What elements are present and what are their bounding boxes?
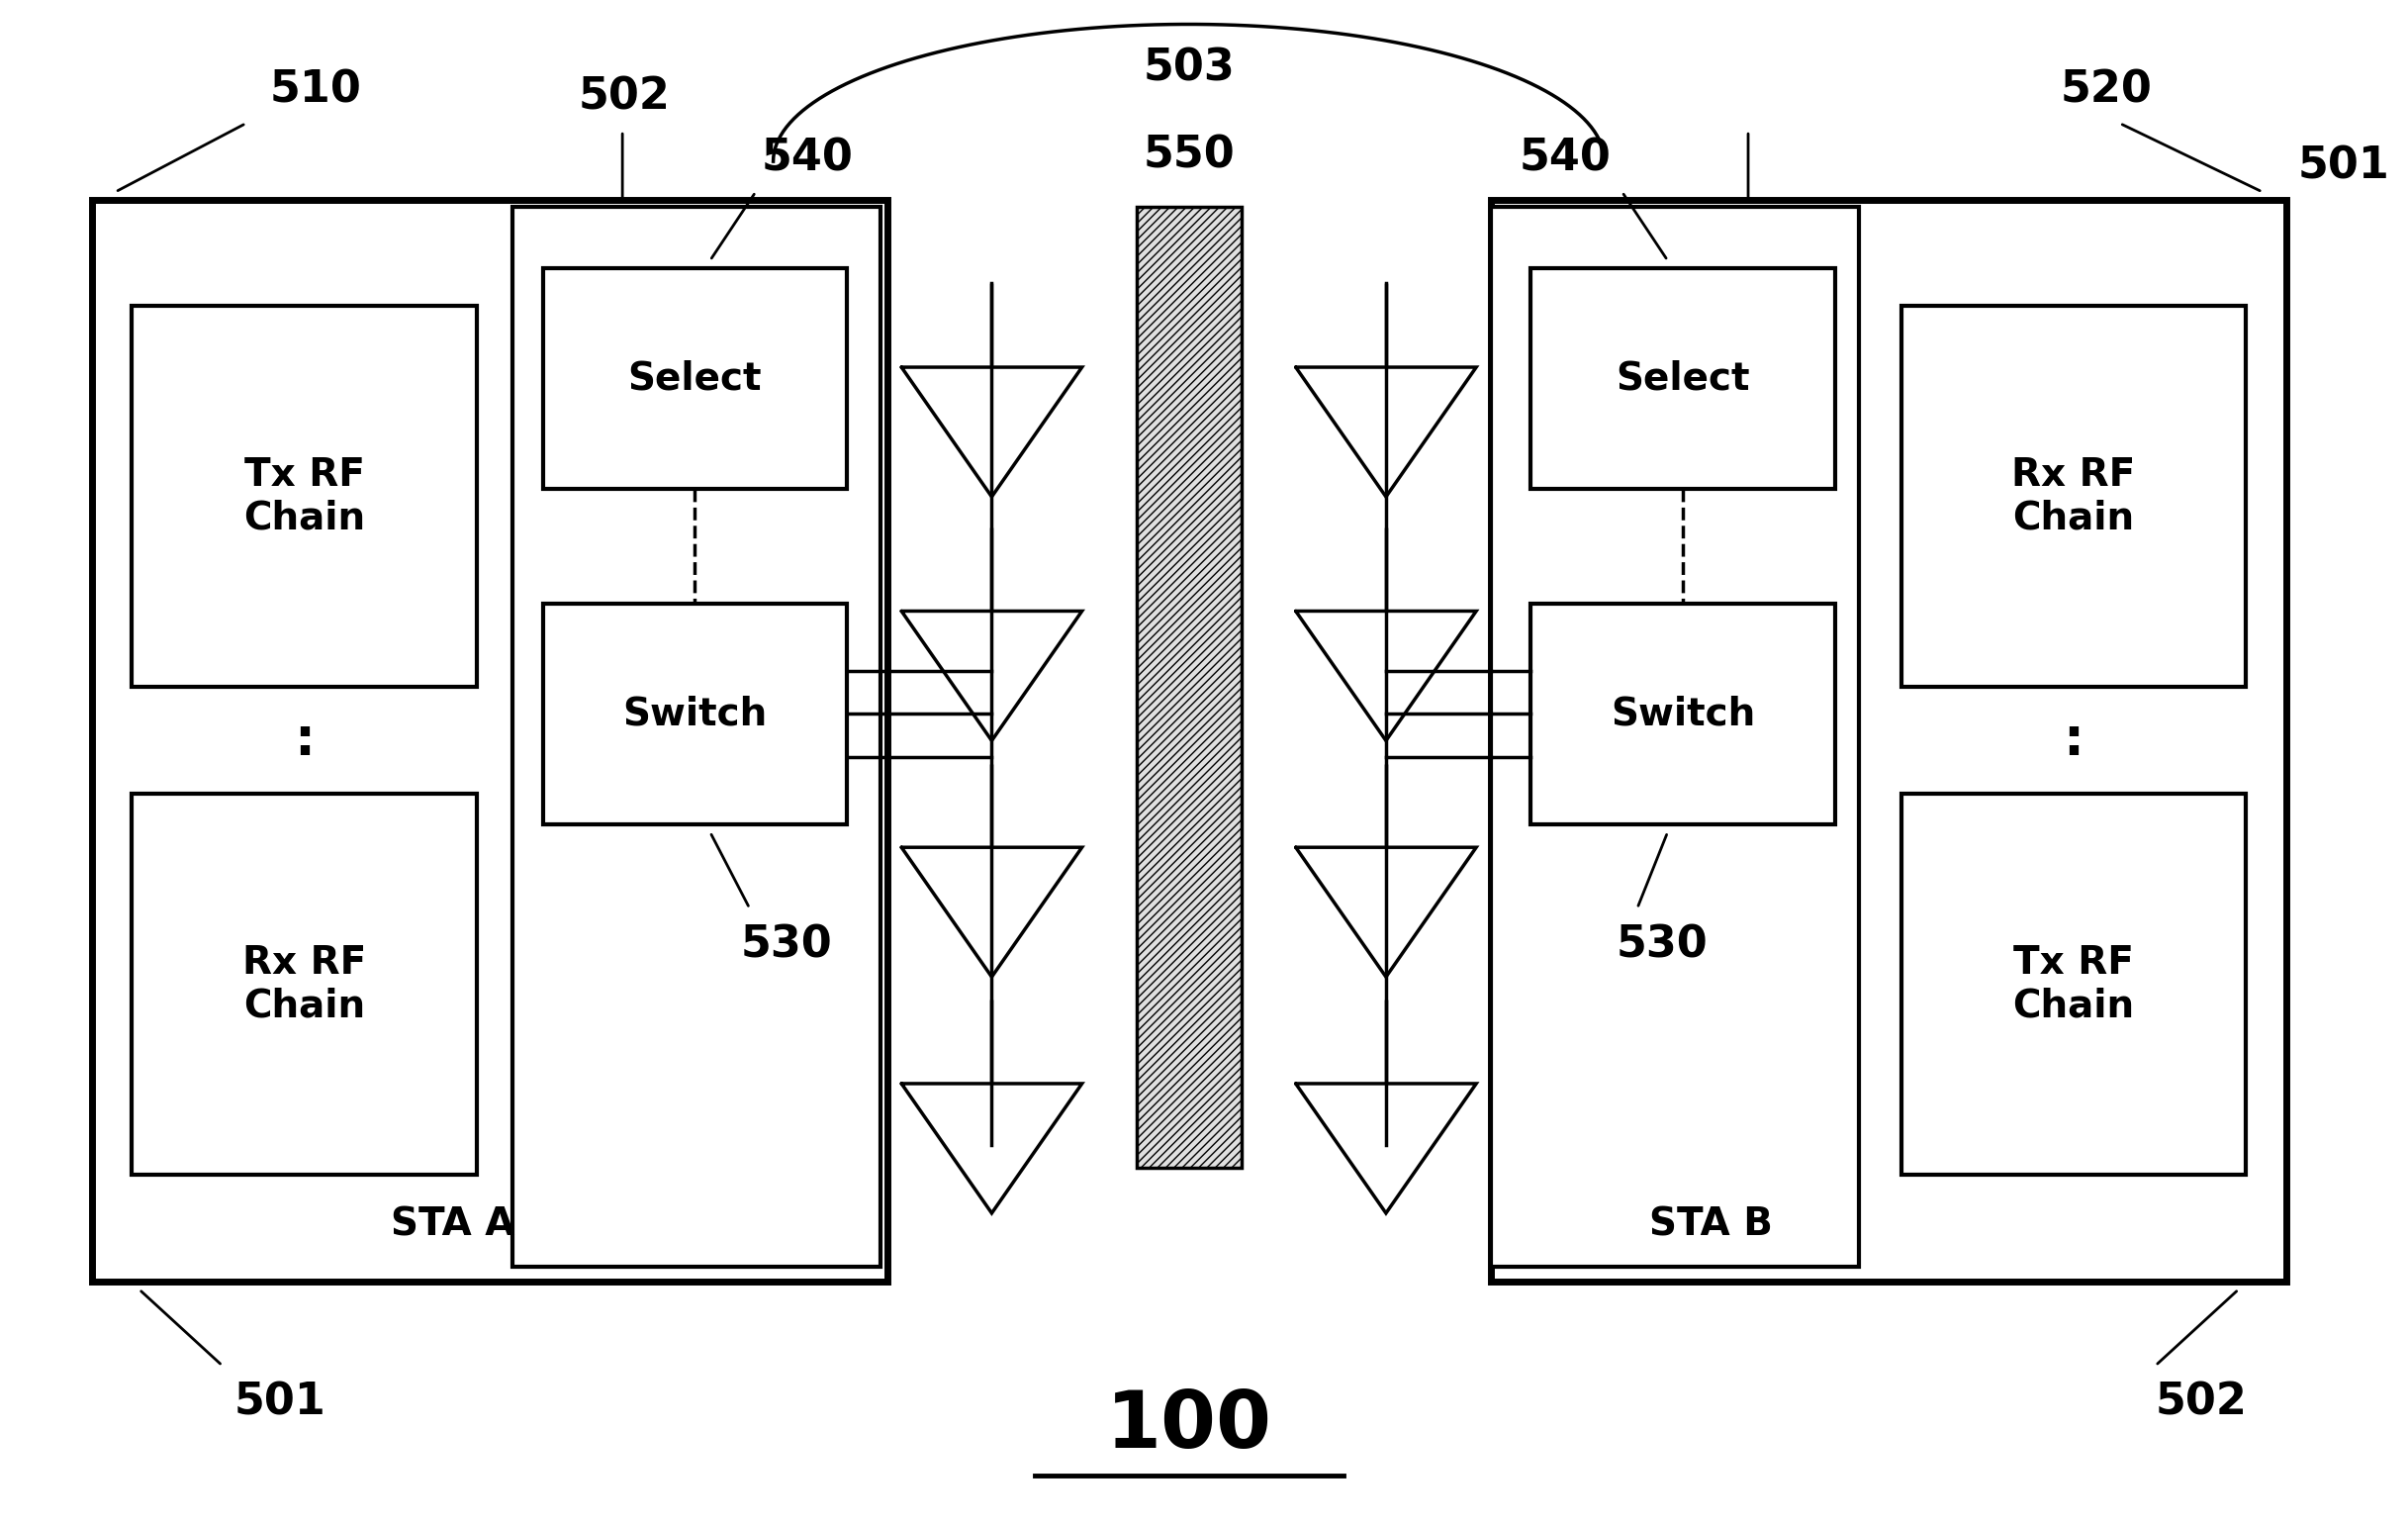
FancyBboxPatch shape	[542, 269, 848, 489]
FancyBboxPatch shape	[1902, 794, 2247, 1176]
FancyBboxPatch shape	[132, 794, 477, 1176]
Text: 502: 502	[578, 76, 669, 119]
Text: 550: 550	[1144, 134, 1235, 177]
Text: 540: 540	[1519, 137, 1611, 180]
FancyBboxPatch shape	[1491, 200, 2285, 1281]
Text: STA A: STA A	[390, 1206, 515, 1243]
Bar	[1137, 208, 1240, 1168]
Text: :: :	[294, 715, 315, 767]
Text: Rx RF
Chain: Rx RF Chain	[243, 944, 366, 1025]
Text: 520: 520	[2061, 69, 2153, 111]
Text: Tx RF
Chain: Tx RF Chain	[243, 457, 366, 538]
Text: Rx RF
Chain: Rx RF Chain	[2011, 457, 2136, 538]
FancyBboxPatch shape	[92, 200, 886, 1281]
FancyBboxPatch shape	[542, 603, 848, 825]
Text: 502: 502	[2155, 1380, 2247, 1423]
FancyBboxPatch shape	[1531, 603, 1835, 825]
FancyBboxPatch shape	[132, 307, 477, 687]
Text: Tx RF
Chain: Tx RF Chain	[2013, 944, 2133, 1025]
Text: 530: 530	[1616, 924, 1707, 967]
Text: Select: Select	[628, 360, 761, 397]
Text: 501: 501	[234, 1380, 325, 1423]
Text: Switch: Switch	[1611, 695, 1755, 733]
Text: 503: 503	[1144, 47, 1235, 90]
Text: 100: 100	[1105, 1388, 1271, 1464]
Text: 530: 530	[739, 924, 833, 967]
Text: 540: 540	[761, 137, 852, 180]
FancyBboxPatch shape	[513, 208, 879, 1266]
FancyBboxPatch shape	[1491, 208, 1859, 1266]
Text: 510: 510	[270, 69, 361, 111]
FancyBboxPatch shape	[1902, 307, 2247, 687]
Text: :: :	[2064, 715, 2083, 767]
FancyBboxPatch shape	[1531, 269, 1835, 489]
Text: STA B: STA B	[1649, 1206, 1772, 1243]
Text: Select: Select	[1616, 360, 1751, 397]
Text: 501: 501	[2297, 145, 2389, 188]
Text: Switch: Switch	[624, 695, 768, 733]
